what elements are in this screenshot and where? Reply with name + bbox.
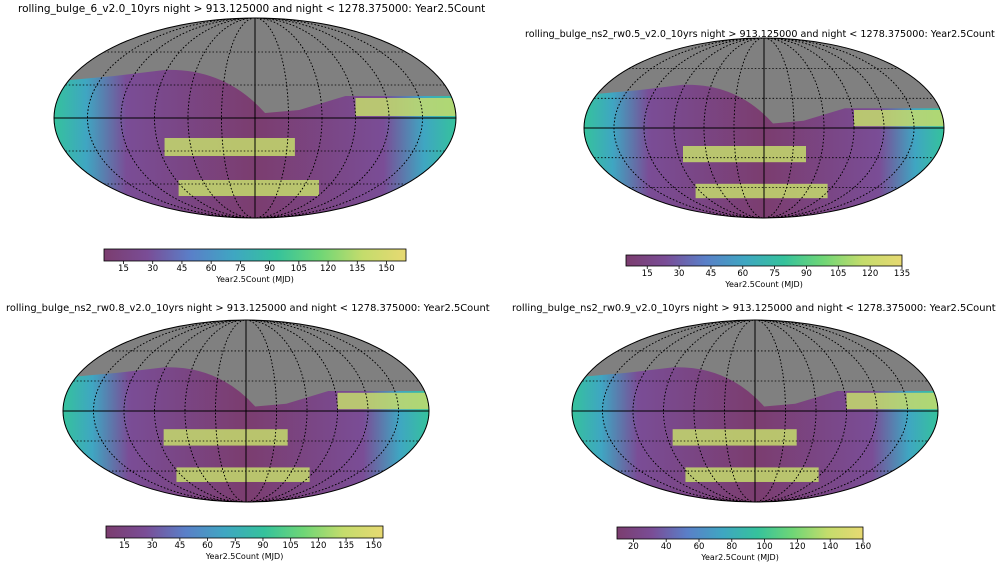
colorbar-tick-label: 60 [205,264,217,274]
colorbar-tick-label: 120 [310,541,327,551]
colorbar-tick-label: 45 [174,541,186,551]
chart-title: rolling_bulge_ns2_rw0.8_v2.0_10yrs night… [6,303,490,314]
colorbar-tick-label: 135 [893,269,911,279]
colorbar-tick-label: 60 [693,542,705,552]
skymap-panel-3: rolling_bulge_ns2_rw0.8_v2.0_10yrs night… [0,290,503,571]
colorbar-tick-label: 120 [789,542,806,552]
colorbar-tick-label: 80 [726,542,738,552]
chart-title: rolling_bulge_ns2_rw0.5_v2.0_10yrs night… [525,29,995,40]
colorbar-tick-label: 75 [234,264,246,274]
colorbar-tick-label: 150 [365,541,382,551]
chart-title: rolling_bulge_6_v2.0_10yrs night > 913.1… [18,3,486,15]
colorbar-tick-label: 135 [337,541,355,551]
colorbar-tick-label: 30 [146,541,158,551]
colorbar-tick-label: 30 [673,269,685,279]
chart-title: rolling_bulge_ns2_rw0.9_v2.0_10yrs night… [512,303,996,314]
colorbar-tick-label: 120 [862,269,879,279]
colorbar-tick-label: 160 [854,542,872,552]
colorbar-tick-label: 100 [756,542,773,552]
colorbar-label: Year2.5Count (MJD) [701,553,779,562]
colorbar-tick-label: 90 [264,264,276,274]
skymap-panel-1: rolling_bulge_6_v2.0_10yrs night > 913.1… [0,0,503,290]
colorbar-tick-label: 150 [378,264,395,274]
colorbar-tick-label: 135 [349,264,366,274]
colorbar-tick-label: 90 [801,269,812,279]
colorbar-label: Year2.5Count (MJD) [216,275,294,284]
colorbar-tick-label: 105 [290,264,307,274]
colorbar-tick-label: 75 [769,269,781,279]
skymap-panel-4: rolling_bulge_ns2_rw0.9_v2.0_10yrs night… [503,290,1006,571]
colorbar-tick-label: 45 [705,269,717,279]
colorbar-tick-label: 30 [147,264,159,274]
colorbar-tick-label: 105 [282,541,299,551]
colorbar-tick-label: 15 [641,269,653,279]
colorbar-tick-label: 140 [822,542,839,552]
colorbar-tick-label: 40 [660,542,672,552]
colorbar-tick-label: 60 [202,541,213,551]
colorbar-tick-label: 60 [737,269,749,279]
colorbar-label: Year2.5Count (MJD) [205,552,284,561]
colorbar-tick-label: 45 [176,264,188,274]
colorbar-tick-label: 15 [119,541,130,551]
colorbar-tick-label: 120 [319,264,337,274]
colorbar-tick-label: 90 [257,541,269,551]
colorbar-tick-label: 15 [118,264,129,274]
colorbar-tick-label: 75 [229,541,241,551]
colorbar-label: Year2.5Count (MJD) [725,280,803,289]
colorbar-tick-label: 105 [830,269,847,279]
skymap-panel-2: rolling_bulge_ns2_rw0.5_v2.0_10yrs night… [503,0,1006,290]
colorbar-tick-label: 20 [627,542,639,552]
